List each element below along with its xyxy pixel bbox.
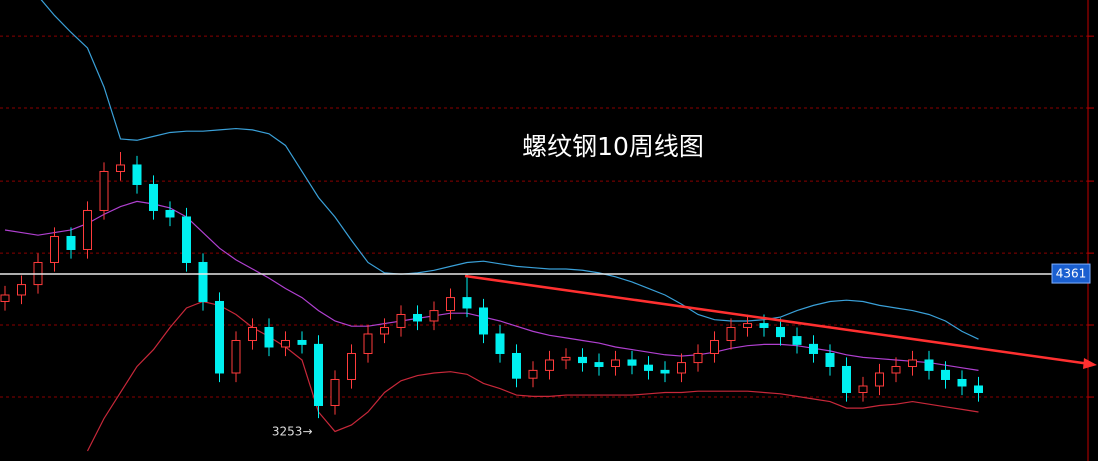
candle-body <box>380 326 389 335</box>
candle-body <box>759 323 769 328</box>
candle-body <box>17 284 26 296</box>
candles <box>0 151 983 419</box>
trend-arrow <box>1083 358 1097 369</box>
candle-body <box>941 369 950 380</box>
candle-body <box>792 336 802 345</box>
candle-body <box>264 326 274 348</box>
candle-body <box>891 365 901 374</box>
candle-body <box>858 385 868 393</box>
candle-body <box>611 359 620 367</box>
candle-body <box>594 362 604 367</box>
candle-body <box>726 326 736 341</box>
candle-body <box>429 310 439 322</box>
candle-body <box>281 339 290 348</box>
low-annotation: 3253→ <box>272 425 313 439</box>
candle-body <box>528 369 538 379</box>
candle-body <box>924 359 934 371</box>
indicator-line <box>40 0 979 340</box>
candle-body <box>743 323 752 328</box>
candle-body <box>809 343 818 354</box>
candle-body <box>149 183 158 211</box>
candle-body <box>198 261 208 302</box>
candle-body <box>495 333 505 354</box>
candle-body <box>83 209 92 250</box>
candle-body <box>363 333 373 354</box>
chart-title: 螺纹钢10周线图 <box>522 132 704 161</box>
candle-body <box>347 352 356 380</box>
candle-body <box>561 356 571 361</box>
candle-body <box>660 369 670 374</box>
candle-body <box>314 343 323 406</box>
candle-body <box>66 235 76 250</box>
candle-body <box>413 313 422 322</box>
candle-body <box>825 352 835 367</box>
candle-body <box>974 385 983 393</box>
candle-body <box>396 313 406 328</box>
candle-body <box>677 362 686 374</box>
candle-body <box>957 378 967 387</box>
candle-body <box>330 378 340 406</box>
candle-body <box>842 365 851 393</box>
price-label-box <box>1051 263 1091 284</box>
candle-body <box>231 339 241 374</box>
candle-body <box>578 356 587 364</box>
candle-body <box>479 307 488 335</box>
candle-body <box>215 300 224 374</box>
grid <box>0 35 1094 398</box>
candle-body <box>0 294 10 302</box>
candle-body <box>50 235 59 263</box>
candle-body <box>182 216 191 263</box>
candle-body <box>446 297 455 312</box>
candle-body <box>710 339 719 354</box>
candle-body <box>462 297 472 309</box>
candle-body <box>693 352 703 364</box>
candle-body <box>545 359 554 371</box>
price-label: 4361 <box>1056 267 1087 281</box>
trend-line <box>464 274 1091 366</box>
candle-body <box>512 352 521 379</box>
candle-body <box>644 364 653 371</box>
indicator-line <box>86 300 979 452</box>
candle-body <box>627 359 637 366</box>
candle-body <box>165 209 175 218</box>
candle-body <box>248 326 257 341</box>
candle-body <box>116 164 125 172</box>
candle-body <box>875 372 884 387</box>
candle-body <box>99 170 109 211</box>
candle-body <box>776 326 785 338</box>
candle-body <box>908 359 917 367</box>
candle-body <box>297 339 307 345</box>
candle-body <box>132 164 142 185</box>
